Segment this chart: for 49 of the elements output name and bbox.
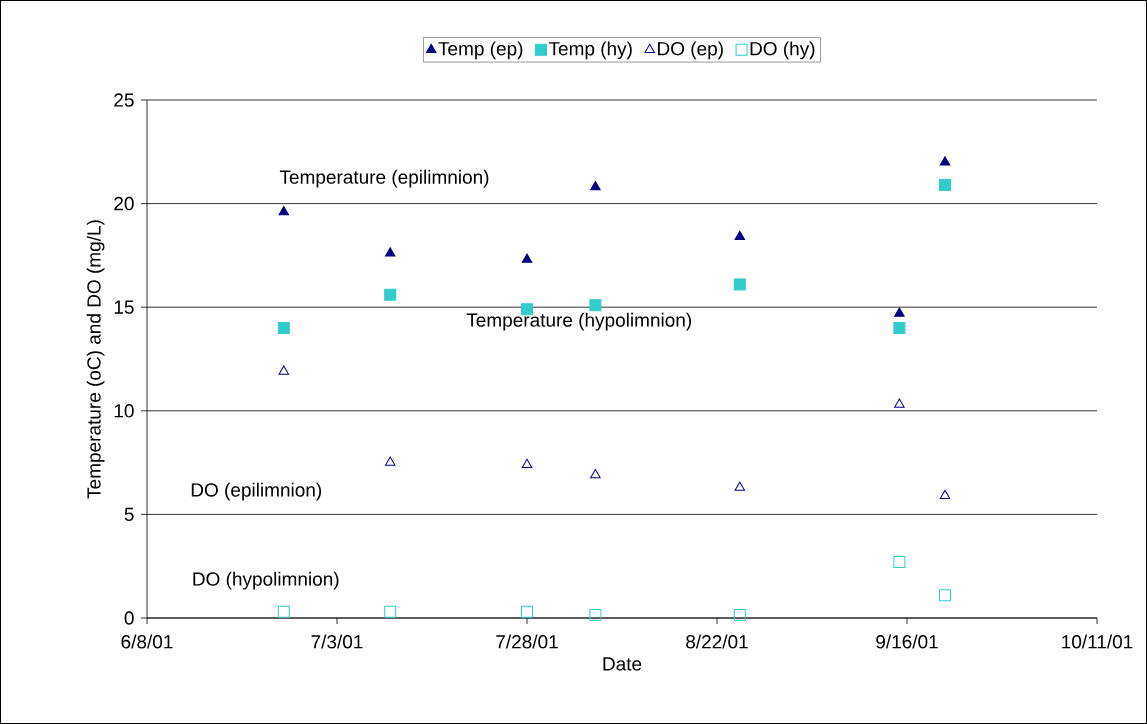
x-tick-label: 9/16/01: [876, 634, 938, 649]
y-tick-label: 20: [114, 196, 134, 211]
point: [939, 156, 951, 166]
annotation: Temperature (epilimnion): [279, 169, 489, 188]
point: [278, 365, 290, 375]
point: [734, 481, 746, 491]
point: [733, 278, 746, 291]
point: [590, 469, 601, 479]
point: [893, 321, 906, 334]
y-tick-label: 0: [124, 611, 134, 625]
annotation: DO (hypolimnion): [193, 571, 339, 590]
y-tick-label: 10: [114, 404, 134, 418]
point: [384, 456, 396, 466]
point: [893, 556, 906, 569]
y-tick-label: 25: [114, 93, 134, 107]
point: [939, 589, 952, 602]
point: [939, 489, 951, 499]
point: [734, 230, 746, 240]
legend-label: Temp (hy): [548, 41, 632, 60]
point: [521, 605, 534, 618]
point: [733, 608, 746, 621]
x-tick-label: 8/22/01: [686, 634, 748, 649]
point: [384, 605, 397, 618]
point: [521, 458, 533, 468]
point: [521, 253, 533, 263]
legend-label: DO (hy): [750, 41, 815, 60]
point: [939, 178, 952, 191]
point: [278, 205, 290, 216]
point: [384, 247, 396, 257]
annotation: Temperature (hypolimnion): [466, 312, 692, 331]
point: [384, 288, 397, 301]
point: [277, 605, 290, 618]
point: [894, 307, 905, 317]
x-tick-label: 7/28/01: [496, 634, 558, 649]
x-tick-label: 7/3/01: [311, 634, 363, 649]
point: [894, 398, 905, 408]
point: [277, 321, 290, 334]
legend-label: Temp (ep): [438, 41, 523, 60]
y-tick-label: 5: [124, 507, 134, 522]
x-tick-label: 6/8/01: [121, 634, 173, 649]
legend-label: DO (ep): [658, 41, 723, 60]
annotation: DO (epilimnion): [191, 482, 322, 501]
point: [589, 608, 602, 621]
x-axis-title: Date: [603, 657, 642, 671]
x-tick-label: 10/11/01: [1062, 634, 1133, 649]
y-axis-title: Temperature (oC) and DO (mg/L): [86, 220, 105, 499]
point: [590, 181, 601, 191]
y-tick-label: 15: [114, 300, 134, 314]
point: [589, 299, 602, 312]
